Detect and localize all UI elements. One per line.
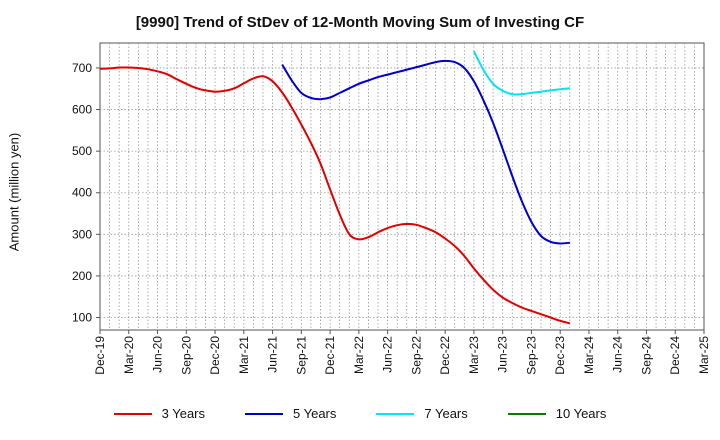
x-tick-label: Dec-20 — [208, 336, 222, 375]
x-tick-label: Jun-20 — [151, 336, 165, 373]
x-tick-label: Sep-23 — [524, 336, 538, 375]
legend-swatch — [113, 412, 152, 415]
x-tick-label: Dec-24 — [668, 336, 682, 375]
series-line-5-years — [281, 59, 570, 245]
legend-item-5-years: 5 Years — [245, 406, 336, 421]
series-line-7-years — [473, 50, 570, 96]
y-tick-label: 100 — [72, 311, 92, 325]
legend-label: 5 Years — [293, 406, 337, 421]
y-tick-label: 600 — [72, 103, 92, 117]
y-tick-label: 300 — [72, 227, 92, 241]
x-tick-label: Dec-22 — [438, 336, 452, 375]
series-line-3-years — [99, 66, 571, 325]
legend-label: 7 Years — [424, 406, 468, 421]
x-tick-label: Mar-24 — [582, 336, 596, 374]
x-tick-label: Mar-22 — [352, 336, 366, 374]
x-tick-label: Jun-23 — [496, 336, 510, 373]
x-tick-label: Sep-20 — [179, 336, 193, 375]
x-tick-label: Jun-22 — [381, 336, 395, 373]
x-tick-label: Sep-24 — [639, 336, 653, 375]
legend-item-3-years: 3 Years — [113, 406, 205, 421]
x-tick-label: Sep-22 — [409, 336, 423, 375]
x-tick-label: Jun-21 — [266, 336, 280, 373]
legend-label: 10 Years — [555, 406, 607, 421]
y-tick-label: 200 — [72, 269, 92, 283]
legend-item-7-years: 7 Years — [376, 406, 468, 421]
legend-item-10-years: 10 Years — [507, 406, 607, 421]
x-tick-label: Mar-21 — [237, 336, 251, 374]
x-tick-label: Dec-23 — [553, 336, 567, 375]
x-tick-label: Sep-21 — [294, 336, 308, 375]
x-tick-label: Dec-21 — [323, 336, 337, 375]
x-tick-label: Jun-24 — [611, 336, 625, 373]
x-tick-label: Mar-20 — [122, 336, 136, 374]
y-tick-label: 700 — [72, 61, 92, 75]
legend-label: 3 Years — [161, 406, 205, 421]
plot-area — [99, 42, 705, 331]
x-tick-label: Dec-19 — [93, 336, 107, 375]
legend-swatch — [376, 412, 415, 415]
legend: 3 Years 5 Years 7 Years 10 Years — [0, 406, 720, 421]
x-tick-label: Mar-23 — [467, 336, 481, 374]
y-tick-label: 400 — [72, 186, 92, 200]
legend-swatch — [245, 412, 283, 415]
chart-title: [9990] Trend of StDev of 12-Month Moving… — [135, 14, 585, 31]
y-tick-label: 500 — [72, 144, 92, 158]
legend-swatch — [507, 412, 546, 415]
x-tick-label: Mar-25 — [697, 336, 711, 374]
